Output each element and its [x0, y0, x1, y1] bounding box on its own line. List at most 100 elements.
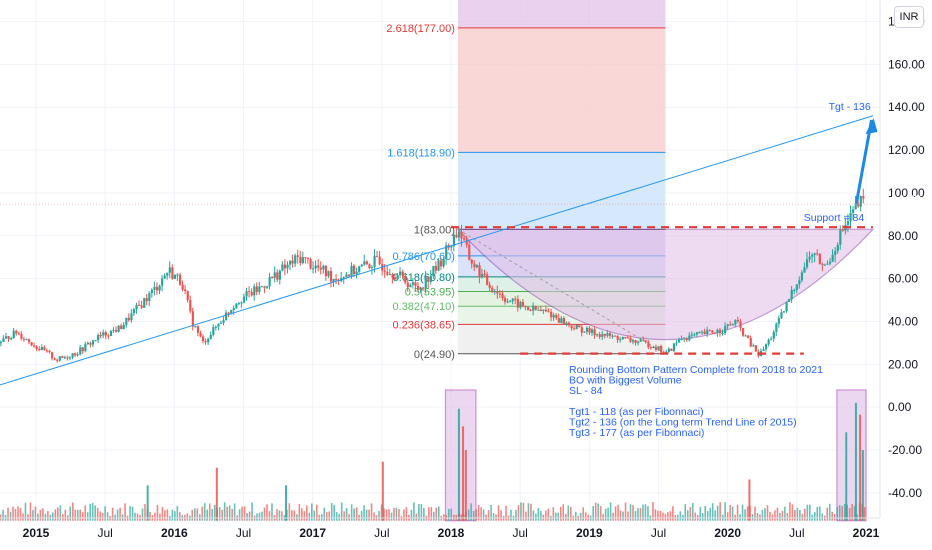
volume-bar	[325, 512, 328, 521]
volume-bar	[828, 503, 831, 521]
candle-body	[511, 298, 514, 302]
candle-body	[286, 264, 289, 269]
volume-bar	[350, 504, 353, 521]
volume-bar	[335, 512, 338, 521]
candle-body	[291, 260, 294, 264]
volume-bar	[560, 507, 562, 521]
volume-bar	[751, 514, 754, 521]
candle-body	[352, 265, 356, 275]
volume-bar	[171, 509, 174, 521]
candle-body	[744, 335, 747, 337]
drawn-lines[interactable]	[0, 115, 880, 386]
candle-body	[122, 324, 125, 330]
candle-body	[378, 256, 381, 264]
candle-body	[268, 276, 271, 287]
fib-level-label: 0.786(70.60)	[393, 251, 455, 263]
candle-body	[800, 272, 804, 281]
volume-bar	[14, 508, 17, 521]
candle-body	[45, 350, 49, 352]
candle-body	[365, 261, 368, 265]
volume-bar	[629, 504, 632, 521]
candle-body	[25, 339, 28, 341]
candle-body	[289, 260, 292, 265]
candle-body	[102, 332, 105, 336]
candle-body	[529, 309, 532, 311]
volume-bar	[557, 512, 560, 521]
candle-body	[506, 301, 509, 303]
volume-bar	[261, 511, 263, 521]
volume-bar	[622, 511, 624, 521]
price-tick: 80.00	[888, 229, 918, 243]
candle-body	[465, 239, 468, 245]
volume-bar	[243, 506, 246, 521]
fibonacci-tool[interactable]: 2.618(177.00) 1.618(118.90) 1(83.00) 0.786(…	[386, 0, 875, 361]
volume-spike	[748, 479, 751, 521]
candle-body	[857, 203, 860, 207]
currency-button[interactable]: INR	[894, 6, 924, 28]
candle-body	[660, 346, 663, 353]
candle-body	[245, 291, 248, 297]
candle-body	[58, 356, 61, 361]
candle-body	[828, 261, 832, 264]
candle-body	[0, 341, 3, 344]
candle-body	[590, 329, 594, 333]
candle-body	[460, 231, 463, 239]
candle-body	[488, 284, 491, 288]
candle-body	[27, 339, 31, 343]
volume-bar	[684, 504, 687, 521]
volume-bar	[711, 503, 714, 521]
volume-bar	[562, 504, 565, 521]
candle-body	[242, 296, 246, 303]
volume-bar	[806, 504, 809, 521]
candle-body	[562, 318, 566, 325]
volume-bar	[69, 506, 72, 521]
candle-body	[470, 259, 473, 264]
candle-body	[222, 320, 225, 323]
candle-body	[437, 260, 440, 271]
candle-body	[327, 271, 330, 277]
candle-body	[127, 317, 130, 321]
candle-body	[388, 274, 392, 276]
candle-body	[345, 274, 348, 278]
candle-body	[777, 318, 781, 324]
volume-bar	[756, 513, 759, 521]
volume-bar	[776, 507, 779, 521]
candle-body	[826, 263, 829, 265]
candle-body	[161, 278, 164, 286]
volume-bar	[505, 505, 507, 521]
candle-body	[452, 234, 455, 247]
candle-body	[273, 272, 276, 278]
volume-bar	[256, 513, 258, 521]
volume-bar	[709, 507, 712, 521]
target-arrow-head	[865, 118, 878, 135]
volume-bar	[106, 512, 109, 521]
candle-body	[355, 271, 358, 275]
candle-body	[724, 326, 727, 334]
candle-body	[567, 322, 571, 326]
volume-bar	[136, 513, 139, 521]
volume-bar	[813, 512, 816, 521]
volume-bar	[191, 509, 194, 521]
candle-body	[734, 320, 737, 325]
candle-body	[143, 298, 146, 308]
volume-bar	[517, 505, 520, 521]
fib-level-label: 0.236(38.65)	[393, 319, 455, 331]
candle-body	[350, 265, 353, 277]
volume-bar	[789, 502, 791, 521]
volume-bar	[246, 513, 248, 521]
candle-body	[509, 301, 512, 303]
candle-body	[614, 335, 617, 337]
volume-bar	[530, 503, 532, 521]
volume-bar	[769, 511, 771, 521]
candle-body	[130, 313, 133, 321]
volume-bar	[338, 514, 340, 521]
volume-bar	[129, 505, 131, 521]
candle-body	[698, 332, 701, 334]
candle-body	[227, 312, 230, 314]
volume-bar	[527, 503, 530, 521]
volume-bar	[754, 506, 756, 521]
candle-body	[391, 274, 394, 278]
volume-bar	[619, 510, 622, 521]
candle-body	[785, 301, 788, 312]
